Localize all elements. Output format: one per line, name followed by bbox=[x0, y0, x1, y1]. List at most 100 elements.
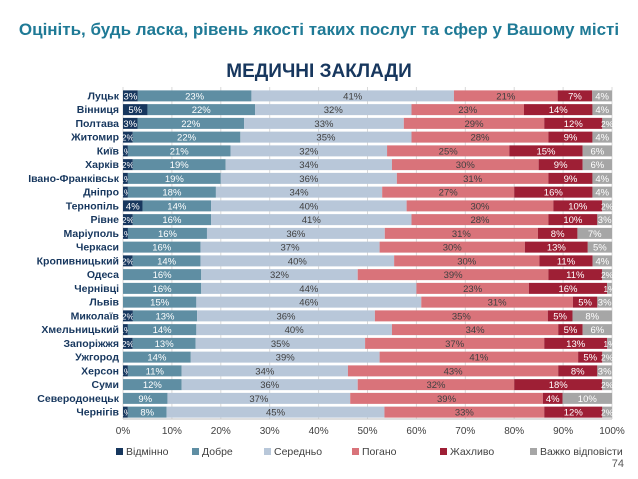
bar-segment-жахливо bbox=[537, 227, 578, 239]
bar-segment-жахливо bbox=[509, 145, 583, 157]
bar-segment-важко-відповісти bbox=[607, 282, 612, 294]
data-label: 9% bbox=[138, 394, 152, 405]
category-label: Львів bbox=[89, 297, 119, 309]
data-label: 23% bbox=[185, 91, 205, 102]
data-label: 31% bbox=[452, 229, 472, 240]
data-label: 32% bbox=[299, 146, 319, 157]
bar-segment-жахливо bbox=[558, 365, 598, 377]
category-label: Луцьк bbox=[88, 90, 120, 102]
data-label: 4% bbox=[595, 256, 609, 267]
bar-segment-відмінно bbox=[123, 406, 128, 418]
bar-segment-жахливо bbox=[542, 392, 563, 404]
data-label: 41% bbox=[469, 353, 489, 364]
category-label: Чернівці bbox=[74, 283, 119, 295]
bar-segment-добре bbox=[123, 269, 202, 281]
data-label: 1% bbox=[119, 408, 132, 418]
bar-segment-важко-відповісти bbox=[602, 200, 612, 212]
data-label: 5% bbox=[553, 311, 567, 322]
bar-segment-середньо bbox=[220, 172, 397, 184]
data-label: 36% bbox=[299, 174, 319, 185]
bar-segment-жахливо bbox=[548, 131, 593, 143]
bar-segment-добре bbox=[123, 351, 191, 363]
legend-swatch-відмінно bbox=[116, 448, 123, 455]
data-label: 18% bbox=[549, 380, 569, 391]
legend-label: Середньо bbox=[274, 446, 322, 458]
data-label: 39% bbox=[437, 394, 457, 405]
data-label: 14% bbox=[549, 105, 569, 116]
data-label: 35% bbox=[452, 311, 472, 322]
bar-segment-відмінно bbox=[123, 200, 143, 212]
bar-segment-погано bbox=[379, 241, 525, 253]
bar-segment-добре bbox=[123, 282, 202, 294]
data-label: 5% bbox=[128, 105, 142, 116]
bar-segment-жахливо bbox=[548, 172, 593, 184]
data-label: 36% bbox=[286, 229, 306, 240]
x-tick-label: 60% bbox=[406, 426, 426, 437]
data-label: 28% bbox=[470, 133, 490, 144]
bar-segment-середньо bbox=[200, 241, 380, 253]
bar-segment-важко-відповісти bbox=[607, 337, 612, 349]
data-label: 33% bbox=[455, 408, 475, 419]
data-label: 21% bbox=[496, 91, 516, 102]
bar-segment-жахливо bbox=[544, 337, 608, 349]
bar-segment-жахливо bbox=[523, 104, 593, 116]
legend-swatch-середньо bbox=[264, 448, 271, 455]
bar-segment-середньо bbox=[255, 104, 412, 116]
bar-segment-погано bbox=[411, 131, 549, 143]
bars: 3% 23% 41% 21% 7% 4% 5% 22% 32% 23% 14% 4% 3% 22% 33% 2… bbox=[119, 90, 616, 419]
data-label: 3% bbox=[598, 298, 612, 309]
bar-segment-відмінно bbox=[123, 214, 133, 226]
bar-segment-жахливо bbox=[514, 379, 603, 391]
bar-segment-важко-відповісти bbox=[592, 255, 612, 267]
data-label: 2% bbox=[122, 256, 135, 266]
bar-segment-добре bbox=[123, 296, 197, 308]
data-label: 14% bbox=[153, 325, 173, 336]
data-label: 29% bbox=[465, 119, 485, 130]
data-label: 3% bbox=[598, 366, 612, 377]
bar-segment-відмінно bbox=[123, 104, 148, 116]
data-label: 33% bbox=[314, 119, 334, 130]
bar-segment-відмінно bbox=[123, 90, 138, 102]
bar-segment-важко-відповісти bbox=[582, 145, 612, 157]
bar-segment-жахливо bbox=[544, 406, 603, 418]
bar-segment-важко-відповісти bbox=[602, 351, 612, 363]
data-label: 16% bbox=[152, 243, 172, 254]
data-label: 32% bbox=[324, 105, 344, 116]
data-label: 4% bbox=[595, 188, 609, 199]
data-label: 1% bbox=[119, 174, 132, 184]
legend-swatch-жахливо bbox=[440, 448, 447, 455]
bar-segment-погано bbox=[391, 324, 559, 336]
category-label: Ужгород bbox=[75, 352, 119, 364]
data-label: 34% bbox=[255, 366, 275, 377]
data-label: 3% bbox=[123, 119, 137, 130]
legend-label: Важко відповісти bbox=[540, 446, 623, 458]
data-label: 12% bbox=[564, 119, 584, 130]
bar-segment-погано bbox=[379, 351, 579, 363]
category-label: Дніпро bbox=[83, 187, 119, 199]
category-label: Суми bbox=[91, 379, 119, 391]
data-label: 8% bbox=[551, 229, 565, 240]
bar-segment-середньо bbox=[190, 351, 380, 363]
category-label: Полтава bbox=[75, 118, 119, 130]
bar-segment-середньо bbox=[244, 117, 404, 129]
data-label: 10% bbox=[563, 215, 583, 226]
bar-segment-середньо bbox=[195, 337, 366, 349]
data-label: 3% bbox=[124, 91, 138, 102]
legend-swatch-важко-відповісти bbox=[530, 448, 537, 455]
data-label: 44% bbox=[299, 284, 319, 295]
data-label: 16% bbox=[162, 215, 182, 226]
bar-segment-добре bbox=[127, 406, 167, 418]
data-label: 45% bbox=[266, 408, 286, 419]
bar-segment-відмінно bbox=[123, 159, 133, 171]
bar-segment-середньо bbox=[197, 310, 375, 322]
x-tick-label: 80% bbox=[504, 426, 524, 437]
data-label: 1% bbox=[119, 229, 132, 239]
category-label: Харків bbox=[85, 159, 119, 171]
data-label: 16% bbox=[558, 284, 578, 295]
data-label: 35% bbox=[271, 339, 291, 350]
bar-segment-відмінно bbox=[123, 324, 128, 336]
x-axis: 0% 10% 20% 30% 40% 50% 60% 70% 80% 90% 100% bbox=[116, 418, 625, 437]
data-label: 32% bbox=[270, 270, 290, 281]
data-label: 8% bbox=[585, 311, 599, 322]
